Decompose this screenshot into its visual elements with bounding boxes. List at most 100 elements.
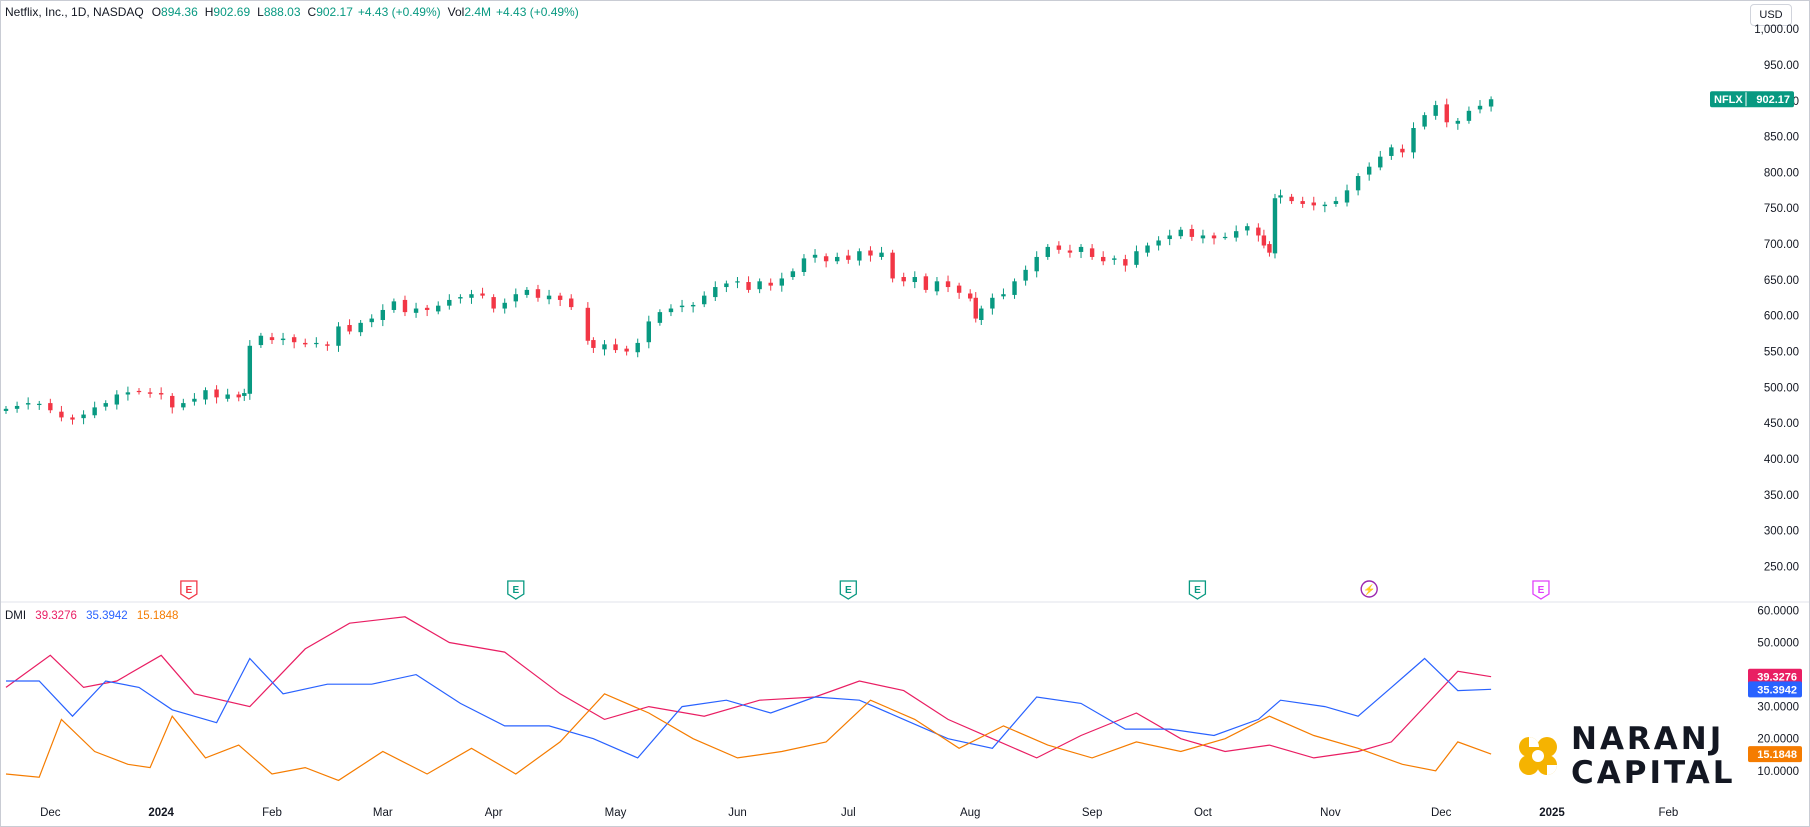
candle-body xyxy=(1455,120,1461,124)
time-tick-label: Jun xyxy=(728,807,747,819)
candle-body xyxy=(48,403,53,411)
dividend-event-icon: ⚡ xyxy=(1360,580,1378,598)
symbol-title[interactable]: Netflix, Inc., 1D, NASDAQ xyxy=(5,5,144,19)
candle-body xyxy=(1333,201,1339,204)
event-label: E xyxy=(1538,585,1545,596)
candle-body xyxy=(1001,294,1006,297)
candle-body xyxy=(757,281,762,290)
logo-line1: NARANJ xyxy=(1571,721,1725,757)
candle-body xyxy=(1278,195,1283,198)
candle-body xyxy=(990,297,995,309)
candle-body xyxy=(325,344,330,346)
candle-body xyxy=(868,250,873,256)
candle-body xyxy=(1067,250,1073,253)
candle-body xyxy=(1289,196,1294,202)
dmi-tick-label: 10.0000 xyxy=(1757,766,1799,778)
candle-body xyxy=(436,305,441,312)
candle-body xyxy=(513,294,519,302)
candle-body xyxy=(690,304,696,307)
candle-body xyxy=(901,277,906,282)
candle-body xyxy=(369,318,374,323)
event-label: E xyxy=(845,585,852,596)
earnings-event-icon: E xyxy=(839,580,857,600)
minus-di-badge-bg xyxy=(1748,746,1802,763)
currency-button[interactable]: USD xyxy=(1750,4,1792,26)
candle-body xyxy=(380,309,386,320)
price-badge-value: 902.17 xyxy=(1756,94,1790,106)
adx-badge-text: 39.3276 xyxy=(1757,672,1797,684)
candle-body xyxy=(1411,128,1416,153)
event-badge-shape xyxy=(507,580,525,600)
dmi-line-adx xyxy=(5,616,1492,759)
dmi-tick-label: 30.0000 xyxy=(1757,702,1799,714)
candle-body xyxy=(857,251,862,261)
candle-body xyxy=(158,393,164,395)
candle-body xyxy=(125,392,131,395)
time-tick-label: Oct xyxy=(1194,807,1213,819)
price-tick-label: 800.00 xyxy=(1764,167,1799,179)
dmi-adx-value: 39.3276 xyxy=(35,610,77,622)
price-tick-label: 850.00 xyxy=(1764,132,1799,144)
price-tick-label: 1,000.00 xyxy=(1754,24,1799,36)
candle-body xyxy=(136,390,142,393)
price-tick-label: 500.00 xyxy=(1764,382,1799,394)
price-axis[interactable]: 1,000.00950.00900.00850.00800.00750.0070… xyxy=(1754,24,1799,573)
candle-body xyxy=(59,411,64,418)
low-value: 888.03 xyxy=(263,5,301,19)
candle-body xyxy=(624,348,629,352)
candle-body xyxy=(679,305,685,308)
candle-body xyxy=(646,321,652,343)
symbol-legend: Netflix, Inc., 1D, NASDAQ O 894.36 H 902… xyxy=(5,5,579,19)
candle-body xyxy=(447,299,452,306)
time-tick-label: 2024 xyxy=(148,807,174,819)
price-tick-label: 400.00 xyxy=(1764,454,1799,466)
candle-body xyxy=(1123,259,1128,266)
time-tick-label: Sep xyxy=(1082,807,1102,819)
time-tick-label: Apr xyxy=(485,807,503,819)
price-tick-label: 300.00 xyxy=(1764,526,1799,538)
event-label: E xyxy=(186,585,193,596)
candle-body xyxy=(225,394,230,399)
candle-body xyxy=(1267,244,1272,253)
candle-body xyxy=(973,297,978,319)
dmi-tick-label: 60.0000 xyxy=(1757,605,1799,617)
candle-body xyxy=(1389,147,1394,156)
logo-line2: CAPITAL xyxy=(1571,755,1736,791)
candle-body xyxy=(1311,202,1316,206)
candle-body xyxy=(1034,256,1039,272)
plus-di-badge-text: 35.3942 xyxy=(1757,684,1797,696)
candle-body xyxy=(724,283,729,288)
candle-body xyxy=(280,338,286,341)
price-tick-label: 600.00 xyxy=(1764,311,1799,323)
candle-body xyxy=(956,285,962,293)
candle-body xyxy=(1245,226,1250,231)
minus-di-badge-text: 15.1848 xyxy=(1757,749,1797,761)
dmi-line-minus-didi xyxy=(5,693,1492,782)
time-axis[interactable]: Dec 2024 Feb Mar Apr May Jun Jul Aug Sep Oct Nov Dec… xyxy=(40,807,1678,819)
dmi-legend[interactable]: DMI 39.3276 35.3942 15.1848 xyxy=(5,610,178,622)
candle-body xyxy=(1012,281,1017,295)
candle-body xyxy=(746,282,751,290)
candle-body xyxy=(790,271,796,278)
candle-body xyxy=(535,289,541,298)
candle-body xyxy=(768,282,773,286)
candle-body xyxy=(170,395,175,408)
price-tick-label: 450.00 xyxy=(1764,418,1799,430)
candle-body xyxy=(1056,245,1062,250)
candle-body xyxy=(37,403,42,406)
candle-body xyxy=(602,344,607,350)
candle-body xyxy=(242,393,247,396)
candle-body xyxy=(147,392,153,394)
candle-body xyxy=(1134,251,1139,265)
event-label: E xyxy=(1194,585,1201,596)
price-tick-label: 750.00 xyxy=(1764,203,1799,215)
candle-body xyxy=(1300,201,1305,204)
event-label: E xyxy=(512,585,519,596)
candle-body xyxy=(613,344,618,351)
candle-body xyxy=(1112,258,1117,260)
candle-body xyxy=(879,252,884,257)
candle-body xyxy=(469,294,474,298)
candle-body xyxy=(413,308,419,313)
